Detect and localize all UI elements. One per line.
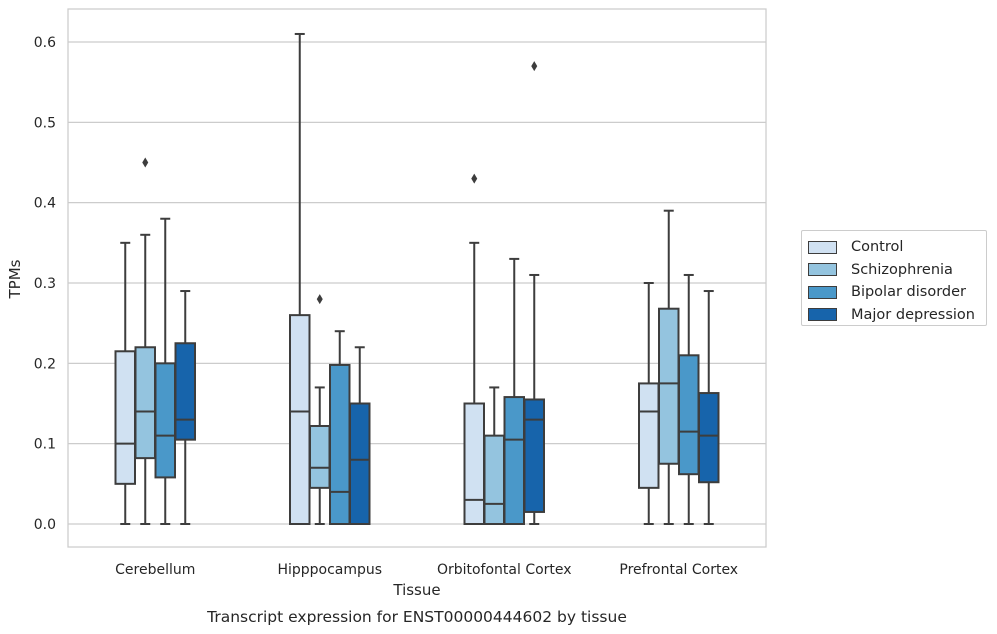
box-iqr xyxy=(329,363,351,525)
boxes xyxy=(114,32,720,525)
box-iqr xyxy=(523,398,545,513)
box-schizophrenia xyxy=(483,386,505,525)
box-bipolar-disorder xyxy=(678,273,700,525)
x-tick-labels: Cerebellum Hipppocampus Orbitofontal Corte… xyxy=(115,562,738,578)
x-tick-label: Hipppocampus xyxy=(277,562,382,578)
y-tick-label: 0.3 xyxy=(34,276,56,292)
legend-swatch xyxy=(808,263,837,277)
legend-item: Major depression xyxy=(808,304,986,327)
box-bipolar-disorder xyxy=(154,217,176,525)
legend-item: Schizophrenia xyxy=(808,259,986,282)
legend-label: Bipolar disorder xyxy=(851,284,966,301)
plot-frame xyxy=(67,8,767,548)
box-schizophrenia xyxy=(309,294,331,525)
box-control xyxy=(114,241,136,525)
legend-label: Major depression xyxy=(851,306,975,323)
legend-item: Bipolar disorder xyxy=(808,281,986,304)
y-tick-label: 0.2 xyxy=(34,356,56,372)
box-iqr xyxy=(698,392,720,484)
x-tick-label: Cerebellum xyxy=(115,562,195,578)
y-tick-label: 0.6 xyxy=(34,35,56,51)
legend-label: Schizophrenia xyxy=(851,261,953,278)
box-major-depression xyxy=(174,290,196,525)
legend-label: Control xyxy=(851,239,904,256)
box-iqr xyxy=(174,342,196,441)
x-tick-label: Prefrontal Cortex xyxy=(619,562,738,578)
box-iqr xyxy=(658,307,680,465)
box-iqr xyxy=(483,434,505,525)
legend: Control Schizophrenia Bipolar disorder Majo… xyxy=(801,230,987,326)
box-iqr xyxy=(154,362,176,479)
legend-swatch xyxy=(808,240,837,254)
box-iqr xyxy=(463,402,485,525)
box-bipolar-disorder xyxy=(329,330,351,525)
outlier-point xyxy=(142,157,149,168)
y-tick-labels: 0.0 0.1 0.2 0.3 0.4 0.5 0.6 xyxy=(34,35,56,533)
y-tick-label: 0.5 xyxy=(34,115,56,131)
box-bipolar-disorder xyxy=(503,257,525,525)
box-iqr xyxy=(289,314,311,525)
outlier-point xyxy=(316,294,323,305)
outlier-point xyxy=(471,173,478,184)
x-tick-label: Orbitofontal Cortex xyxy=(437,562,572,578)
y-tick-label: 0.4 xyxy=(34,196,56,212)
chart-title: Transcript expression for ENST0000044460… xyxy=(206,608,627,626)
box-major-depression xyxy=(523,61,545,525)
y-tick-label: 0.0 xyxy=(34,517,56,533)
box-iqr xyxy=(678,354,700,476)
box-control xyxy=(289,32,311,525)
legend-swatch xyxy=(808,285,837,299)
x-axis-label: Tissue xyxy=(392,581,440,599)
box-major-depression xyxy=(349,346,371,525)
box-iqr xyxy=(638,382,660,489)
box-control xyxy=(638,282,660,525)
box-iqr xyxy=(134,346,156,460)
box-iqr xyxy=(349,402,371,525)
box-control xyxy=(463,173,485,525)
box-iqr xyxy=(114,350,136,485)
box-iqr xyxy=(503,396,525,525)
box-major-depression xyxy=(698,290,720,525)
y-axis-label: TPMs xyxy=(6,259,24,299)
legend-item: Control xyxy=(808,236,986,259)
y-tick-label: 0.1 xyxy=(34,437,56,453)
box-iqr xyxy=(309,424,331,489)
box-schizophrenia xyxy=(658,209,680,525)
legend-swatch xyxy=(808,308,837,322)
outlier-point xyxy=(531,61,538,72)
box-schizophrenia xyxy=(134,157,156,525)
